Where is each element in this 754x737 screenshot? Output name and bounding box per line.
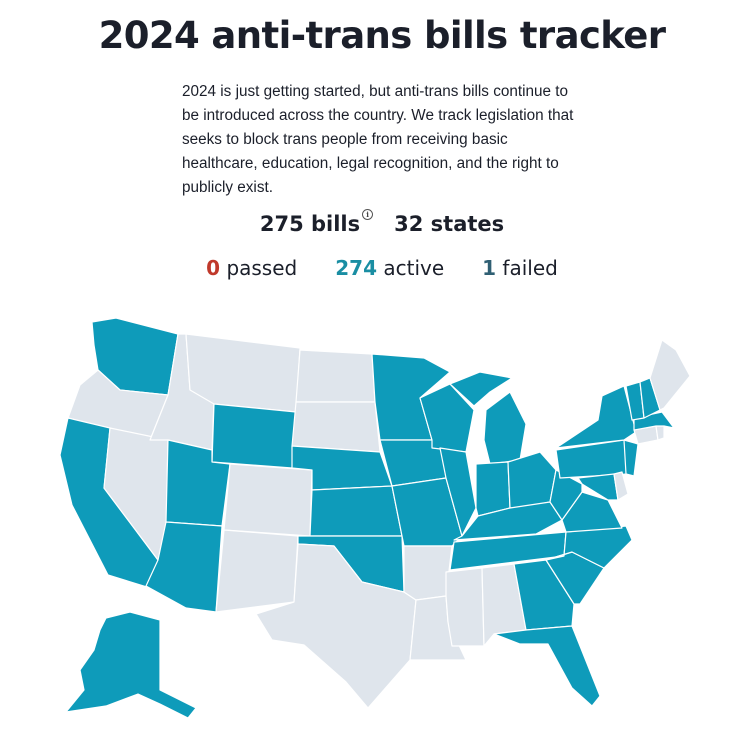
state-WV[interactable]	[549, 469, 583, 521]
state-RI[interactable]	[655, 425, 665, 441]
state-NC[interactable]	[545, 525, 633, 569]
passed-count: 0	[206, 256, 221, 280]
info-icon[interactable]: i	[362, 209, 374, 220]
state-AZ[interactable]	[145, 521, 223, 613]
state-SD[interactable]	[291, 401, 381, 453]
state-GA[interactable]	[513, 559, 575, 631]
state-IN[interactable]	[475, 461, 511, 517]
passed-status: 0 passed	[206, 256, 297, 280]
bill-count: 275 bills i	[259, 209, 374, 236]
state-MS[interactable]	[445, 567, 485, 647]
state-ND[interactable]	[295, 349, 376, 403]
state-MI[interactable]	[483, 391, 527, 465]
state-AK[interactable]	[65, 611, 197, 719]
state-KY[interactable]	[453, 501, 563, 541]
state-AR[interactable]	[403, 545, 453, 601]
us-states-map	[59, 317, 691, 719]
bill-count-text: 275 bills	[259, 212, 361, 236]
page-title: 2024 anti-trans bills tracker	[98, 14, 666, 57]
active-status: 274 active	[335, 256, 444, 280]
state-DE[interactable]	[613, 471, 629, 501]
state-MI-upper[interactable]	[449, 371, 513, 407]
totals-summary: 275 bills i 32 states	[0, 209, 754, 236]
state-NM[interactable]	[215, 529, 299, 613]
state-NY[interactable]	[555, 385, 637, 449]
failed-status: 1 failed	[482, 256, 558, 280]
intro-paragraph: 2024 is just getting started, but anti-t…	[182, 83, 574, 196]
state-IL[interactable]	[439, 447, 477, 537]
passed-label: passed	[226, 256, 298, 280]
state-KS[interactable]	[309, 485, 403, 537]
state-MD[interactable]	[577, 473, 619, 501]
active-count: 274	[335, 256, 377, 280]
failed-count: 1	[482, 256, 497, 280]
failed-label: failed	[502, 256, 558, 280]
state-FL[interactable]	[493, 625, 601, 707]
state-count: 32 states	[394, 212, 505, 236]
state-OH[interactable]	[507, 451, 557, 509]
state-WY[interactable]	[211, 403, 297, 469]
status-summary: 0 passed 274 active 1 failed	[0, 256, 754, 280]
state-ME[interactable]	[649, 339, 691, 411]
active-label: active	[383, 256, 445, 280]
state-CO[interactable]	[223, 463, 313, 537]
state-TX[interactable]	[255, 543, 417, 709]
state-NJ[interactable]	[623, 439, 639, 477]
